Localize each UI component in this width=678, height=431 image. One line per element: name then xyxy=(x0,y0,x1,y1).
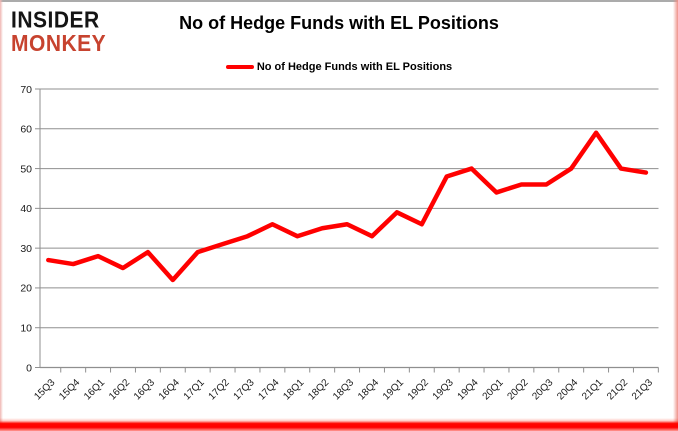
x-tick-label: 16Q2 xyxy=(107,377,132,402)
x-tick-label: 18Q3 xyxy=(331,377,356,402)
y-tick-label: 30 xyxy=(20,243,32,255)
y-tick-label: 0 xyxy=(26,362,32,374)
x-tick-label: 18Q1 xyxy=(281,377,306,402)
y-tick-label: 20 xyxy=(20,283,32,295)
x-tick-label: 17Q2 xyxy=(207,377,232,402)
logo-line1: INSIDER xyxy=(11,7,100,33)
x-tick-label: 16Q3 xyxy=(132,377,157,402)
insider-monkey-logo: INSIDER MONKEY xyxy=(11,7,107,57)
x-tick-label: 19Q1 xyxy=(381,377,406,402)
x-tick-label: 20Q3 xyxy=(530,377,555,402)
x-tick-label: 16Q4 xyxy=(157,377,182,402)
frame-bottom-border xyxy=(0,418,678,431)
series-line xyxy=(46,130,649,283)
x-tick-label: 16Q1 xyxy=(82,377,107,402)
legend-line-swatch xyxy=(225,64,254,70)
y-tick-label: 50 xyxy=(20,163,32,175)
frame-left-border xyxy=(0,0,3,431)
y-tick-label: 10 xyxy=(20,323,32,335)
x-tick-label: 19Q4 xyxy=(456,377,481,402)
x-tick-label: 15Q4 xyxy=(57,377,82,402)
logo-line2: MONKEY xyxy=(11,31,107,57)
x-tick-label: 20Q1 xyxy=(481,377,506,402)
x-tick-label: 17Q1 xyxy=(182,377,207,402)
legend-label: No of Hedge Funds with EL Positions xyxy=(256,61,453,73)
y-tick-label: 70 xyxy=(20,84,32,96)
frame-top-border xyxy=(0,0,678,2)
x-tick-label: 21Q3 xyxy=(630,377,655,402)
x-tick-label: 20Q4 xyxy=(555,377,580,402)
y-tick-label: 60 xyxy=(20,124,32,136)
x-tick-label: 21Q2 xyxy=(605,377,630,402)
x-tick-label: 21Q1 xyxy=(580,377,605,402)
x-tick-label: 18Q2 xyxy=(306,377,331,402)
frame-right-border xyxy=(673,0,678,431)
x-tick-label: 18Q4 xyxy=(356,377,381,402)
x-tick-label: 20Q2 xyxy=(505,377,530,402)
x-tick-label: 19Q2 xyxy=(406,377,431,402)
y-tick-label: 40 xyxy=(20,203,32,215)
chart-title: No of Hedge Funds with EL Positions xyxy=(179,13,499,33)
x-tick-label: 19Q3 xyxy=(431,377,456,402)
legend: No of Hedge Funds with EL Positions xyxy=(0,61,678,73)
x-tick-label: 17Q4 xyxy=(256,377,281,402)
x-tick-label: 17Q3 xyxy=(232,377,257,402)
x-tick-label: 15Q3 xyxy=(32,377,57,402)
